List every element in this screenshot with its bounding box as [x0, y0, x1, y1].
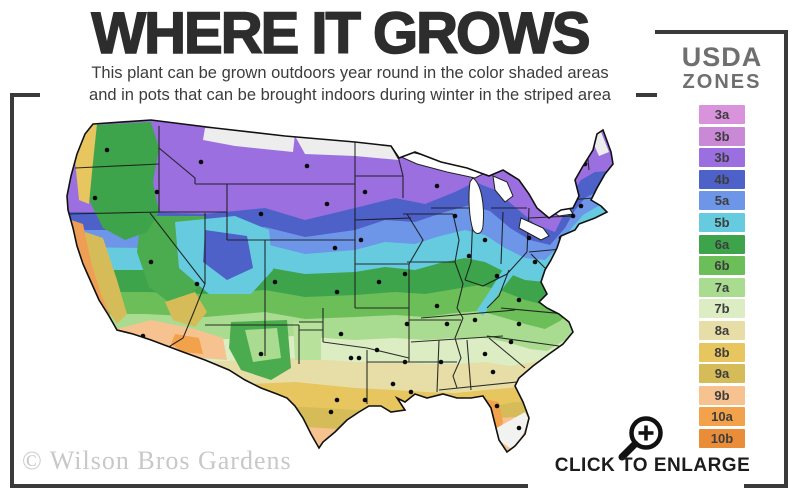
- legend-title-zones: ZONES: [682, 71, 762, 93]
- zone-shading: [67, 120, 613, 452]
- usa-outline: [66, 119, 614, 454]
- frame-left: [10, 93, 14, 488]
- zone-chip: 3a: [699, 105, 745, 124]
- zone-chip: 9a: [699, 364, 745, 384]
- watermark: © Wilson Bros Gardens: [22, 446, 292, 475]
- zone-chip: 6a: [699, 234, 745, 254]
- zone-chip: 7a: [699, 277, 745, 297]
- zone-chip-list: 3a 3b 3b 4b 5a 5b 6a 6b 7a 7b 8a 8b 9a 9…: [660, 105, 784, 448]
- frame-legend-top: [655, 30, 788, 34]
- zone-chip: 8b: [699, 342, 745, 362]
- zone-chip: 6b: [699, 256, 745, 276]
- frame-top-right-of-title: [636, 93, 657, 97]
- legend-title-usda: USDA: [681, 42, 763, 72]
- frame-bottom-right-stub: [744, 484, 788, 488]
- page-title: WHERE IT GROWS: [91, 0, 592, 67]
- frame-bottom: [10, 484, 528, 488]
- magnifier-plus-icon[interactable]: [608, 412, 670, 468]
- zone-chip: 10a: [699, 407, 745, 427]
- zone-chip: 7b: [699, 299, 745, 319]
- zone-chip: 10b: [699, 428, 745, 448]
- frame-right: [784, 30, 788, 488]
- zone-chip: 3b: [699, 148, 745, 168]
- zone-chip: 5a: [699, 191, 745, 211]
- usa-hardiness-zone-map: [66, 119, 614, 454]
- subtitle: This plant can be grown outdoors year ro…: [60, 63, 640, 107]
- subtitle-line-1: This plant can be grown outdoors year ro…: [91, 64, 609, 82]
- zone-chip: 9b: [699, 385, 745, 405]
- frame-top-left-stub: [10, 93, 40, 97]
- zone-chip: 4b: [699, 169, 745, 189]
- usda-zones-legend: USDA ZONES 3a 3b 3b 4b 5a 5b 6a 6b 7a 7b…: [660, 44, 784, 448]
- state-borders: [67, 126, 594, 404]
- click-to-enlarge-label[interactable]: CLICK TO ENLARGE: [554, 455, 751, 476]
- zone-chip: 8a: [699, 320, 745, 340]
- zone-chip: 3b: [699, 126, 745, 146]
- subtitle-line-2: and in pots that can be brought indoors …: [89, 85, 611, 104]
- zone-chip: 5b: [699, 212, 745, 232]
